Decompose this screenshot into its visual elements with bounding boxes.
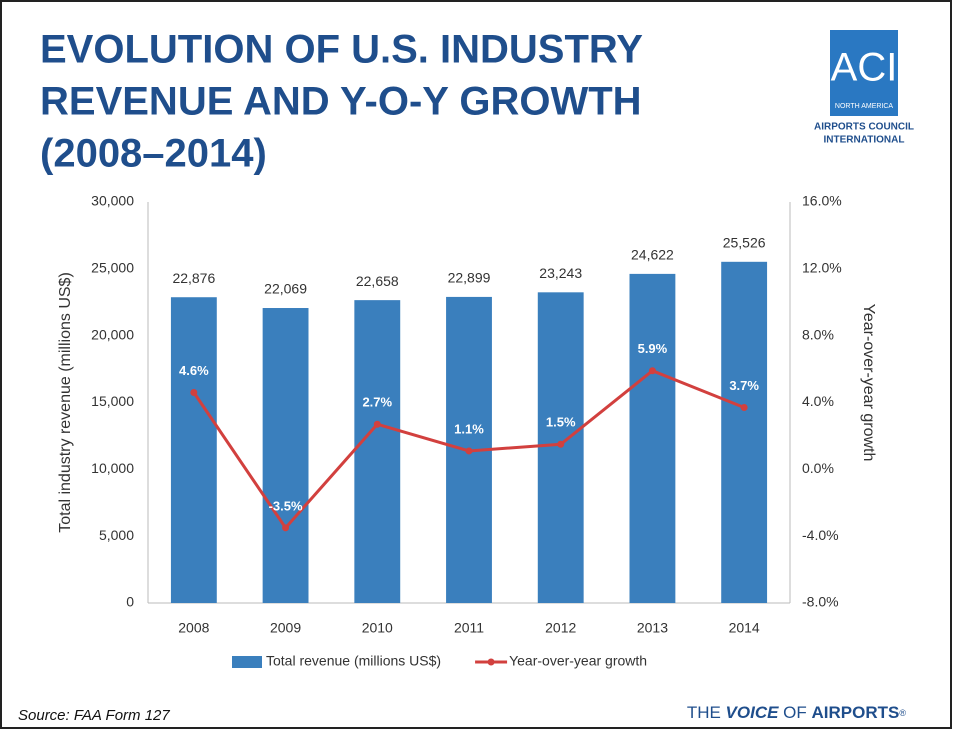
x-tick-label: 2012 (545, 620, 576, 636)
legend-swatch (232, 656, 262, 668)
y-tick-label: 5,000 (99, 527, 134, 543)
bar-value-label: 25,526 (723, 235, 766, 251)
bar (354, 300, 401, 603)
logo-text: INTERNATIONAL (824, 135, 905, 146)
bar-value-label: 24,622 (631, 247, 674, 263)
bar (721, 261, 768, 603)
growth-value-label: 4.6% (179, 363, 209, 378)
y2-axis-label: Year-over-year growth (860, 304, 877, 462)
brand-part: ® (899, 708, 906, 718)
y2-tick-label: -4.0% (802, 527, 839, 543)
growth-marker (740, 404, 748, 412)
title-line: REVENUE AND Y-O-Y GROWTH (40, 80, 642, 124)
growth-value-label: 2.7% (362, 395, 392, 410)
logo-box (830, 30, 898, 116)
x-tick-label: 2014 (729, 620, 760, 636)
y-tick-label: 10,000 (91, 460, 134, 476)
brand: THE VOICE OF AIRPORTS® (687, 703, 907, 722)
x-tick-label: 2011 (454, 620, 484, 636)
bar-value-label: 22,658 (356, 273, 399, 289)
logo: ACI NORTH AMERICA AIRPORTS COUNCIL INTER… (814, 30, 914, 146)
y2-tick-label: 12.0% (802, 260, 842, 276)
bar-value-label: 22,876 (172, 270, 215, 286)
growth-value-label: 3.7% (729, 378, 759, 393)
y2-tick-label: 4.0% (802, 393, 834, 409)
growth-marker (282, 524, 290, 532)
growth-value-label: -3.5% (269, 498, 303, 513)
y-axis-label: Total industry revenue (millions US$) (57, 272, 74, 533)
brand-part: AIRPORTS (812, 703, 900, 722)
growth-marker (557, 440, 565, 448)
y2-tick-label: -8.0% (802, 594, 839, 610)
bar-value-label: 22,899 (448, 270, 491, 286)
y-tick-label: 25,000 (91, 260, 134, 276)
title-line: EVOLUTION OF U.S. INDUSTRY (40, 28, 643, 72)
bar-value-label: 22,069 (264, 281, 307, 297)
y-tick-label: 15,000 (91, 393, 134, 409)
y-tick-label: 30,000 (91, 193, 134, 209)
logo-mark: ACI (831, 46, 898, 90)
bar (629, 273, 676, 603)
brand-part: THE (687, 703, 726, 722)
bar (170, 297, 217, 603)
growth-marker (190, 388, 198, 396)
x-tick-label: 2010 (362, 620, 393, 636)
source: Source: FAA Form 127 (18, 707, 170, 724)
logo-text: AIRPORTS COUNCIL (814, 122, 914, 133)
brand-part: VOICE (726, 703, 780, 722)
y2-tick-label: 16.0% (802, 193, 842, 209)
growth-marker (373, 420, 381, 428)
legend-label: Total revenue (millions US$) (266, 653, 441, 669)
y2-tick-label: 0.0% (802, 460, 834, 476)
legend-swatch (487, 658, 495, 666)
logo-region: NORTH AMERICA (835, 103, 894, 110)
y2-tick-label: 8.0% (802, 326, 834, 342)
x-tick-label: 2013 (637, 620, 668, 636)
x-tick-label: 2008 (178, 620, 209, 636)
y-tick-label: 0 (126, 594, 134, 610)
bar-value-label: 23,243 (539, 265, 582, 281)
growth-marker (648, 367, 656, 375)
brand-part: OF (778, 703, 811, 722)
growth-value-label: 5.9% (638, 341, 668, 356)
growth-value-label: 1.5% (546, 415, 576, 430)
bar (262, 308, 309, 603)
growth-marker (465, 447, 473, 455)
legend-label: Year-over-year growth (509, 653, 647, 669)
x-tick-label: 2009 (270, 620, 301, 636)
y-tick-label: 20,000 (91, 326, 134, 342)
title-line: (2008–2014) (40, 132, 267, 176)
growth-value-label: 1.1% (454, 421, 484, 436)
